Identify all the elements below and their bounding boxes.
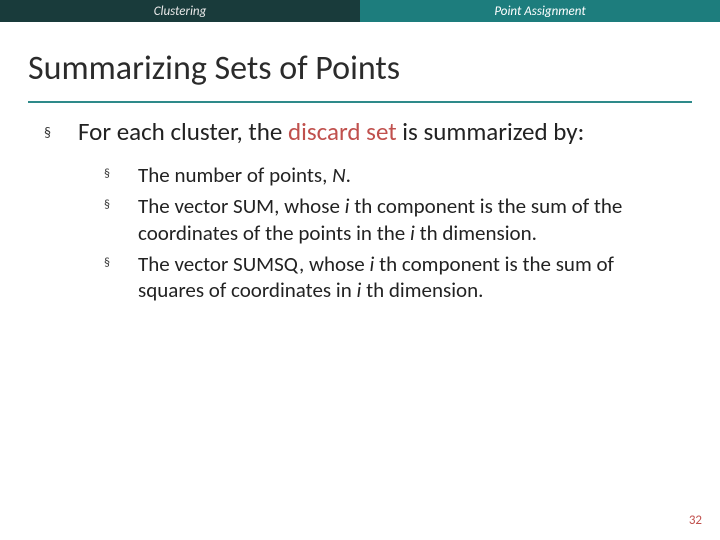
sup: th [379,251,397,277]
italic: i [410,220,420,246]
sub-bullet: § The number of points, N. [104,162,676,189]
bullet-text: For each cluster, the discard set is sum… [78,117,584,148]
content: § For each cluster, the discard set is s… [0,103,720,304]
bullet-level1: § For each cluster, the discard set is s… [44,117,676,148]
bullet-glyph: § [44,117,78,148]
t: dimension. [384,277,483,303]
tab-clustering: Clustering [0,0,360,22]
italic: i [345,193,355,219]
t: The vector SUMSQ, whose [138,251,370,277]
bullet-glyph: § [104,193,138,247]
sup: th [420,220,438,246]
sup: th [354,193,372,219]
italic: N [332,162,346,188]
sub-bullet: § The vector SUMSQ, whose i th component… [104,251,676,305]
bullet-glyph: § [104,162,138,189]
text-pre: For each cluster, the [78,116,288,147]
bullet-glyph: § [104,251,138,305]
sup: th [366,277,384,303]
top-tabs: Clustering Point Assignment [0,0,720,22]
page-number: 32 [689,513,702,528]
sub-bullet-text: The vector SUMSQ, whose i th component i… [138,251,676,305]
italic: i [356,277,366,303]
sub-bullet: § The vector SUM, whose i th component i… [104,193,676,247]
t: The vector SUM, whose [138,193,345,219]
tab-point-assignment: Point Assignment [360,0,720,22]
sub-bullet-text: The number of points, N. [138,162,351,189]
t: The number of points, [138,162,332,188]
slide: Clustering Point Assignment Summarizing … [0,0,720,540]
italic: i [370,251,380,277]
text-post: is summarized by: [397,116,585,147]
slide-title: Summarizing Sets of Points [28,50,692,87]
title-area: Summarizing Sets of Points [0,22,720,95]
sub-bullet-text: The vector SUM, whose i th component is … [138,193,676,247]
sub-bullets: § The number of points, N. § The vector … [44,162,676,304]
t: dimension. [438,220,537,246]
t: . [346,162,351,188]
text-highlight: discard set [288,116,397,147]
